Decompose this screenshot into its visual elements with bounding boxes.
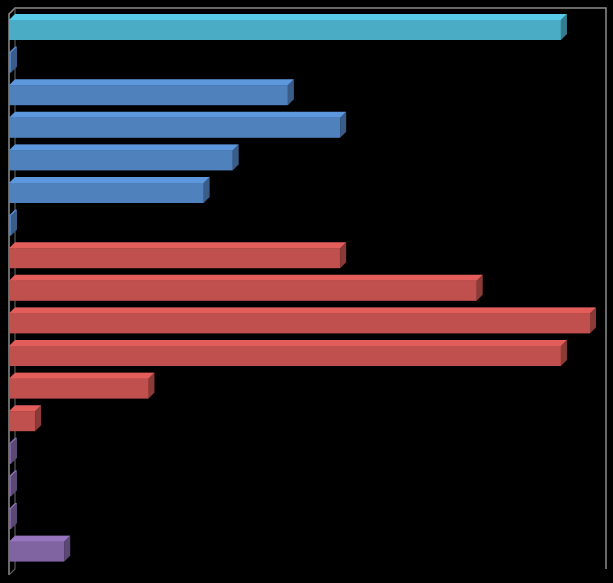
bar-12	[9, 372, 155, 399]
bar-14	[9, 437, 17, 464]
bar-top	[9, 535, 71, 542]
bar-side	[35, 405, 42, 432]
bar-top	[9, 470, 17, 477]
bar-side	[340, 242, 347, 269]
bar-side	[287, 79, 294, 106]
bar-top	[9, 307, 596, 314]
bar-7	[9, 209, 17, 236]
bar-top	[9, 209, 17, 216]
bar-top	[9, 46, 17, 53]
bar-front	[9, 443, 11, 464]
bar-front	[9, 346, 561, 366]
bar-15	[9, 470, 17, 497]
bar-front	[9, 541, 65, 562]
bar-side	[11, 437, 17, 464]
bar-side	[203, 177, 210, 203]
bar-front	[9, 378, 149, 399]
bar-front	[9, 248, 341, 269]
bar-side	[590, 307, 596, 334]
bar-4	[9, 111, 347, 138]
bar-side	[11, 470, 17, 497]
bar-side	[64, 535, 71, 562]
bar-front	[9, 411, 36, 432]
bar-front	[9, 509, 11, 529]
bar-1	[9, 14, 567, 40]
bar-front	[9, 20, 561, 40]
bar-3	[9, 79, 294, 106]
bar-17	[9, 535, 71, 562]
bar-5	[9, 144, 239, 171]
bar-top	[9, 79, 294, 86]
bar-16	[9, 503, 17, 529]
bar-side	[340, 111, 347, 138]
bar-front	[9, 150, 233, 171]
bar-top	[9, 177, 210, 183]
bar-side	[11, 209, 17, 236]
bar-front	[9, 85, 288, 106]
bar-front	[9, 476, 11, 497]
bar-10	[9, 307, 596, 334]
bar-6	[9, 177, 210, 203]
bar-11	[9, 340, 567, 366]
bar-9	[9, 274, 483, 301]
bar-front	[9, 313, 590, 334]
bars-group	[9, 14, 596, 562]
bar-side	[11, 46, 17, 73]
bar-top	[9, 437, 17, 444]
bar-top	[9, 340, 567, 346]
bar-top	[9, 405, 42, 412]
bar-side	[560, 14, 567, 40]
bar-top	[9, 14, 567, 20]
bar-side	[560, 340, 567, 366]
bar-2	[9, 46, 17, 73]
bar-front	[9, 52, 11, 73]
bar-side	[476, 274, 483, 301]
bar-top	[9, 503, 17, 509]
bar-8	[9, 242, 347, 269]
bar-front	[9, 280, 477, 301]
bar-front	[9, 215, 11, 236]
bar-top	[9, 144, 239, 151]
bar-side	[148, 372, 155, 399]
bar-top	[9, 242, 347, 249]
bar-top	[9, 372, 155, 379]
bar-front	[9, 117, 341, 138]
bar-13	[9, 405, 42, 432]
bar-side	[232, 144, 239, 171]
bar-top	[9, 111, 347, 118]
bar-front	[9, 183, 204, 203]
bar-top	[9, 274, 483, 281]
bar-side	[11, 503, 17, 529]
